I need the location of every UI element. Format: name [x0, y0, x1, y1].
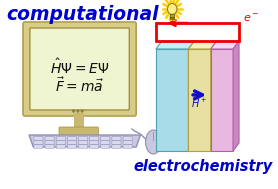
- FancyBboxPatch shape: [56, 137, 65, 140]
- Bar: [74, 113, 84, 131]
- FancyBboxPatch shape: [90, 145, 99, 148]
- FancyBboxPatch shape: [59, 127, 98, 136]
- FancyBboxPatch shape: [56, 141, 65, 144]
- FancyBboxPatch shape: [78, 145, 88, 148]
- FancyBboxPatch shape: [101, 141, 110, 144]
- Polygon shape: [156, 41, 194, 49]
- FancyBboxPatch shape: [34, 141, 43, 144]
- FancyBboxPatch shape: [67, 137, 76, 140]
- Polygon shape: [211, 41, 217, 151]
- Polygon shape: [29, 135, 140, 147]
- FancyBboxPatch shape: [34, 145, 43, 148]
- Text: computational: computational: [6, 5, 158, 23]
- FancyBboxPatch shape: [78, 141, 88, 144]
- Circle shape: [73, 110, 75, 112]
- FancyBboxPatch shape: [101, 137, 110, 140]
- FancyBboxPatch shape: [67, 141, 76, 144]
- Circle shape: [77, 110, 79, 112]
- FancyBboxPatch shape: [123, 137, 132, 140]
- FancyBboxPatch shape: [67, 145, 76, 148]
- Polygon shape: [211, 41, 239, 49]
- Bar: [211, 49, 233, 151]
- Polygon shape: [233, 41, 239, 151]
- FancyBboxPatch shape: [123, 145, 132, 148]
- Text: $H^+$: $H^+$: [192, 97, 208, 110]
- FancyBboxPatch shape: [45, 137, 54, 140]
- FancyBboxPatch shape: [112, 141, 121, 144]
- FancyBboxPatch shape: [78, 137, 88, 140]
- Text: $\hat{H}\Psi = E\Psi$: $\hat{H}\Psi = E\Psi$: [50, 57, 109, 77]
- FancyBboxPatch shape: [45, 141, 54, 144]
- Ellipse shape: [146, 130, 161, 154]
- FancyBboxPatch shape: [34, 137, 43, 140]
- Text: electrochemistry: electrochemistry: [133, 160, 273, 174]
- FancyBboxPatch shape: [112, 137, 121, 140]
- FancyBboxPatch shape: [45, 145, 54, 148]
- Circle shape: [81, 110, 83, 112]
- FancyBboxPatch shape: [90, 137, 99, 140]
- Polygon shape: [188, 41, 194, 151]
- Bar: [188, 49, 211, 151]
- FancyBboxPatch shape: [90, 141, 99, 144]
- FancyBboxPatch shape: [30, 28, 129, 110]
- Text: $\vec{F} = m\vec{a}$: $\vec{F} = m\vec{a}$: [55, 77, 104, 95]
- FancyBboxPatch shape: [112, 145, 121, 148]
- FancyBboxPatch shape: [23, 22, 136, 116]
- FancyBboxPatch shape: [123, 141, 132, 144]
- Bar: [156, 23, 239, 41]
- FancyBboxPatch shape: [101, 145, 110, 148]
- Circle shape: [167, 4, 177, 15]
- Bar: [156, 49, 188, 151]
- Polygon shape: [188, 41, 217, 49]
- Text: $e^-$: $e^-$: [243, 12, 260, 24]
- Bar: [170, 14, 174, 16]
- Bar: [170, 16, 174, 19]
- FancyBboxPatch shape: [56, 145, 65, 148]
